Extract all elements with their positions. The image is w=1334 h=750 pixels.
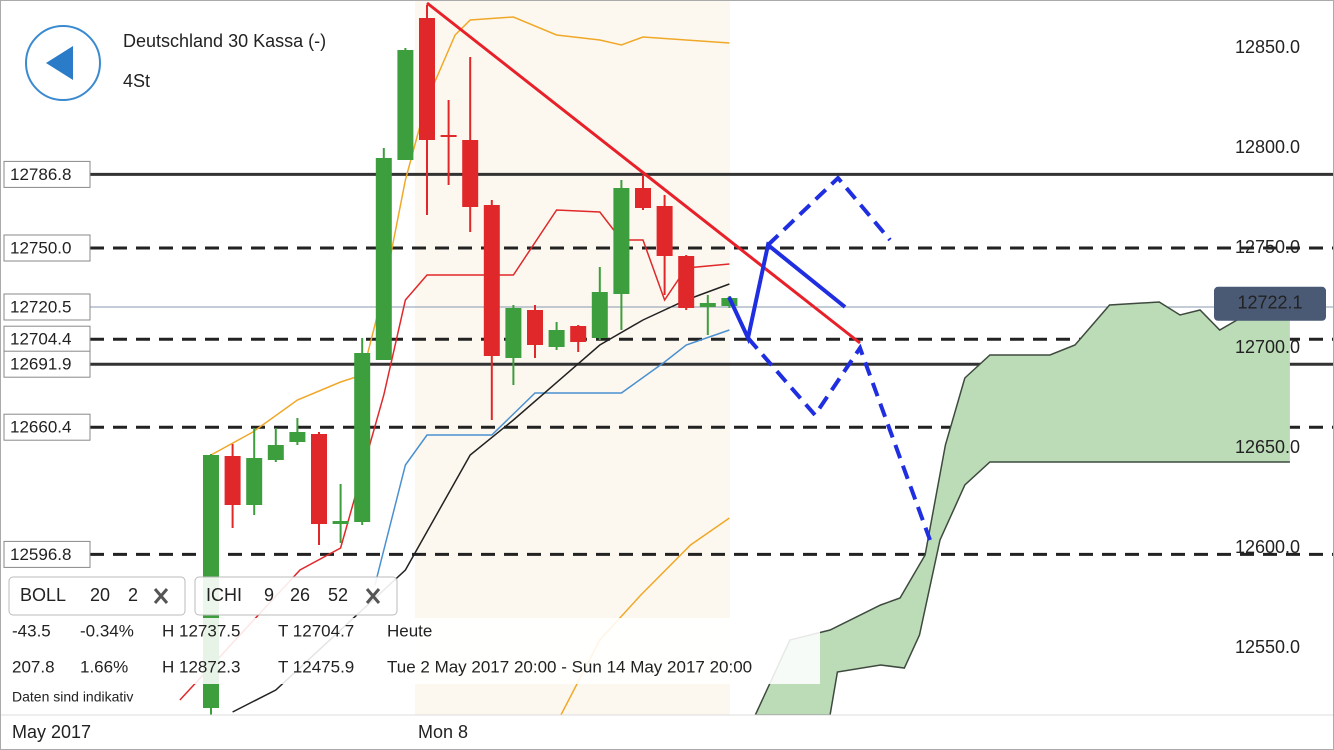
y-tick-label: 12700.0 (1235, 337, 1300, 357)
level-label-box (3, 350, 91, 378)
candle-body (289, 432, 306, 442)
remove-icon[interactable] (365, 588, 381, 604)
indicator-name: ICHI (206, 585, 242, 605)
projection-dashed (766, 175, 892, 247)
candle-body (462, 140, 479, 207)
high: H 12872.3 (162, 657, 240, 676)
level-label: 12720.5 (10, 297, 71, 316)
candle-body (397, 50, 414, 160)
indicator-param: 20 (90, 585, 110, 605)
level-label-box (3, 293, 91, 321)
candle-body (267, 445, 284, 460)
indicator-name: BOLL (20, 585, 66, 605)
low: T 12475.9 (278, 657, 354, 676)
candle-body (678, 256, 695, 308)
x-tick-labels: Mon 8 (418, 722, 468, 742)
candle-body (332, 521, 349, 524)
stats-background (5, 618, 820, 684)
y-tick-label: 12550.0 (1235, 637, 1300, 657)
y-axis: 12550.0 12600.0 12650.0 12700.0 12750.0 12800… (1214, 37, 1326, 657)
indicator-param: 52 (328, 585, 348, 605)
indicator-param: 9 (264, 585, 274, 605)
indicator-chip[interactable] (8, 576, 186, 616)
period: Heute (387, 621, 432, 640)
level-labels: 12786.8 12750.0 12720.5 12704.4 12691.9 12660… (3, 160, 91, 568)
candle-body (613, 188, 630, 294)
last-price: 12722.1 (1237, 293, 1302, 313)
level-label: 12704.4 (10, 330, 71, 349)
candle-body (354, 353, 371, 522)
trend-line (426, 1, 861, 345)
y-tick-label: 12750.0 (1235, 237, 1300, 257)
timeframe: 4St (123, 71, 150, 91)
high: H 12737.5 (162, 621, 240, 640)
level-label-box (3, 540, 91, 568)
y-tick-label: 12600.0 (1235, 537, 1300, 557)
change-pct: -0.34% (80, 621, 134, 640)
level-label: 12596.8 (10, 545, 71, 564)
period: Tue 2 May 2017 20:00 - Sun 14 May 2017 2… (387, 657, 752, 676)
candle-body (656, 206, 673, 256)
change-pct: 1.66% (80, 657, 128, 676)
candle-body (699, 303, 716, 307)
indicator-line (374, 329, 730, 586)
indicator-line (210, 16, 730, 456)
back-icon[interactable] (46, 46, 73, 80)
candle-body (311, 434, 327, 524)
cloud (754, 299, 1291, 715)
change: 207.8 (12, 657, 55, 676)
cloud-edge (755, 461, 1290, 715)
level-label: 12786.8 (10, 165, 71, 184)
candle-body (548, 330, 565, 347)
candle-body (375, 158, 392, 360)
y-tick-label: 12850.0 (1235, 37, 1300, 57)
y-tick-label: 12800.0 (1235, 137, 1300, 157)
x-tick-label: Mon 8 (418, 722, 468, 742)
candle-body (483, 205, 500, 356)
candle-body (591, 292, 608, 338)
period-label: May 2017 (12, 722, 91, 742)
cloud-fill (755, 300, 1290, 715)
drawings (426, 1, 932, 541)
session-shade (415, 0, 730, 715)
level-label: 12691.9 (10, 355, 71, 374)
disclaimer: Daten sind indikativ (12, 689, 133, 705)
candle-body (419, 18, 435, 140)
projection-line (727, 241, 847, 345)
remove-icon[interactable] (153, 588, 169, 604)
candle-body (246, 458, 263, 505)
change: -43.5 (12, 621, 51, 640)
indicator-param: 26 (290, 585, 310, 605)
candle-body (635, 188, 651, 208)
candle-body (440, 135, 457, 137)
instrument-title: Deutschland 30 Kassa (-) (123, 31, 326, 51)
candle-body (505, 308, 522, 358)
indicator-chip[interactable] (194, 576, 398, 616)
level-label-box (3, 413, 91, 441)
low: T 12704.7 (278, 621, 354, 640)
last-price-tag (1214, 286, 1326, 321)
level-label-box (3, 234, 91, 262)
level-label-box (3, 160, 91, 188)
candle-body (224, 456, 241, 505)
period-label-bg (4, 718, 116, 748)
header: Deutschland 30 Kassa (-) 4St (25, 25, 326, 101)
candle-body (527, 310, 543, 345)
projection-dashed (746, 336, 932, 541)
level-label: 12660.4 (10, 418, 71, 437)
x-axis: May 2017 (0, 714, 1334, 748)
candle-body (570, 326, 587, 342)
indicator-param: 2 (128, 585, 138, 605)
y-tick-label: 12650.0 (1235, 437, 1300, 457)
cloud-edge (754, 299, 1291, 715)
indicator-panel: BOLL 20 2 ICHI 9 26 52 -43.5 -0.34% H 12… (5, 576, 820, 705)
level-label: 12750.0 (10, 238, 71, 257)
